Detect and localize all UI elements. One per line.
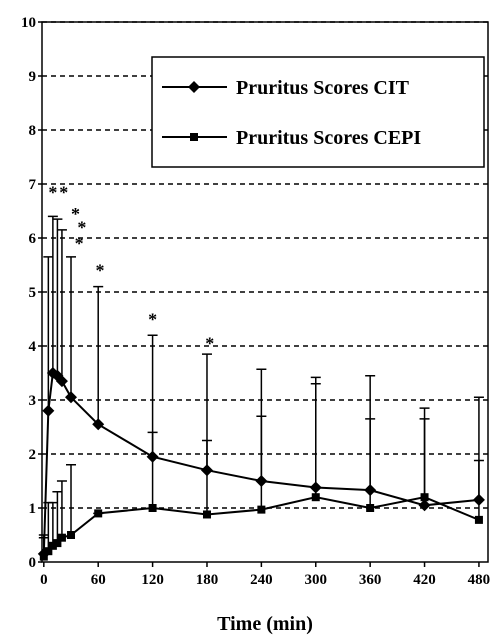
legend-label: Pruritus Scores CIT [236, 77, 410, 99]
annotation: * [77, 218, 86, 238]
point [418, 499, 431, 512]
y-tick-label: 2 [29, 447, 37, 463]
annotation: * [96, 261, 105, 281]
x-tick-label: 360 [359, 572, 382, 588]
error-bar [147, 431, 158, 508]
y-tick-label: 5 [29, 285, 37, 301]
y-tick-label: 0 [29, 555, 37, 571]
y-tick-label: 9 [29, 69, 37, 85]
annotation: * [71, 204, 80, 224]
error-bar [365, 418, 376, 508]
error-bar [256, 415, 267, 510]
point [190, 133, 198, 141]
y-tick-label: 3 [29, 393, 37, 409]
point [48, 541, 57, 550]
y-tick-label: 8 [29, 123, 37, 139]
x-tick-label: 480 [468, 572, 491, 588]
error-bar [52, 218, 63, 376]
point [148, 504, 157, 512]
x-tick-label: 180 [196, 572, 219, 588]
y-tick-label: 6 [29, 231, 37, 247]
point [420, 493, 429, 502]
error-bar [47, 215, 58, 373]
point [57, 533, 66, 542]
point [67, 531, 76, 539]
x-axis-label: Time (min) [217, 613, 313, 635]
y-tick-label: 1 [29, 501, 37, 517]
point [42, 404, 55, 417]
point [55, 375, 68, 388]
x-tick-label: 420 [413, 572, 436, 588]
point [311, 493, 320, 502]
point [366, 504, 375, 512]
x-tick-label: 60 [91, 572, 106, 588]
annotation: * [205, 334, 214, 354]
y-tick-label: 7 [29, 177, 37, 193]
legend-box [151, 56, 485, 168]
annotation: * [148, 309, 157, 329]
plot-frame [41, 21, 489, 563]
y-tick-label: 10 [21, 15, 36, 31]
point [94, 509, 103, 518]
error-bar [47, 501, 58, 546]
error-bar [93, 285, 104, 425]
point [202, 510, 211, 519]
error-bar [52, 491, 63, 544]
point [188, 81, 200, 93]
point [257, 505, 266, 514]
annotation: * [59, 182, 68, 202]
x-tick-label: 0 [40, 572, 48, 588]
error-bar [43, 256, 54, 411]
point [474, 515, 483, 524]
point [44, 547, 53, 556]
point [92, 418, 105, 431]
error-bar [56, 480, 67, 538]
legend-label: Pruritus Scores CEPI [236, 127, 421, 149]
annotation: * [75, 234, 84, 254]
point [65, 391, 78, 404]
point [53, 539, 62, 548]
y-tick-label: 4 [29, 339, 37, 355]
error-bar [66, 464, 77, 535]
annotation: * [48, 182, 57, 202]
point [39, 552, 48, 561]
x-tick-label: 120 [141, 572, 164, 588]
error-bar [201, 439, 212, 515]
error-bar [419, 418, 430, 498]
error-bar [56, 229, 67, 382]
x-tick-label: 300 [305, 572, 328, 588]
error-bar [473, 459, 484, 520]
error-bar [66, 256, 77, 398]
x-tick-label: 240 [250, 572, 273, 588]
error-bar [310, 383, 321, 498]
